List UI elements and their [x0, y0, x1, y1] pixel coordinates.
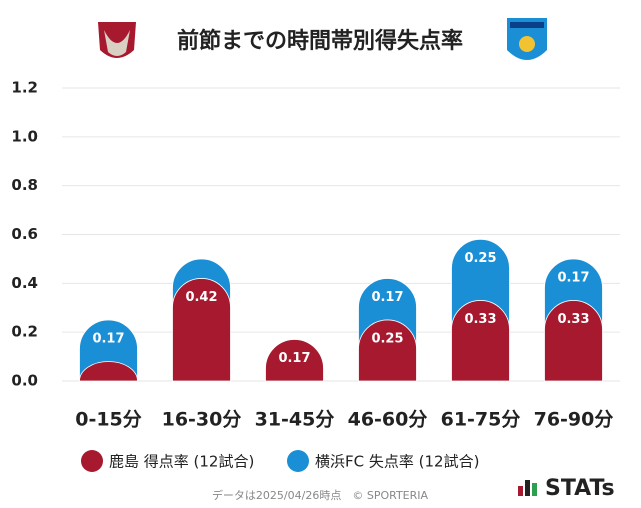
bar-segment [358, 319, 417, 382]
y-tick-label: 0.6 [11, 225, 38, 243]
value-label: 0.25 [464, 251, 496, 266]
chart-title: 前節までの時間帯別得失点率 [177, 28, 463, 54]
value-label: 0.17 [92, 331, 124, 346]
y-tick-label: 0.2 [11, 323, 38, 341]
y-tick-label: 1.2 [11, 79, 38, 97]
value-labels: 0.17 0.42 0.17 0.25 0.17 0.33 0.25 0.33 0.17 [92, 251, 589, 366]
bar-segment [79, 361, 138, 382]
y-tick-label: 1.0 [11, 127, 38, 145]
x-tick-label: 46-60分 [348, 409, 428, 431]
bars [79, 239, 603, 382]
value-label: 0.17 [371, 290, 403, 305]
brand: STATs [545, 476, 615, 501]
x-tick-label: 16-30分 [162, 409, 242, 431]
home-emblem [98, 22, 136, 58]
bar-segment [451, 300, 510, 382]
footer-note: データは2025/04/26時点 © SPORTERIA [212, 488, 429, 502]
y-tick-label: 0.0 [11, 372, 38, 390]
value-label: 0.25 [371, 331, 403, 346]
bar-segment [544, 300, 603, 382]
value-label: 0.33 [464, 312, 496, 327]
bar-segment [172, 278, 231, 382]
value-label: 0.17 [557, 270, 589, 285]
x-tick-label: 0-15分 [75, 409, 142, 431]
y-tick-label: 0.4 [11, 274, 38, 292]
value-label: 0.17 [278, 351, 310, 366]
x-tick-label: 31-45分 [255, 409, 335, 431]
away-emblem [507, 18, 547, 60]
legend-swatch [287, 450, 309, 472]
x-tick-label: 76-90分 [534, 409, 614, 431]
legend-label: 横浜FC 失点率 (12試合) [315, 453, 479, 471]
x-tick-label: 61-75分 [441, 409, 521, 431]
legend-swatch [81, 450, 103, 472]
value-label: 0.42 [185, 290, 217, 305]
y-tick-label: 0.8 [11, 176, 38, 194]
legend-label: 鹿島 得点率 (12試合) [109, 453, 254, 471]
value-label: 0.33 [557, 312, 589, 327]
bar-segment [265, 339, 324, 382]
brand-logo [518, 480, 537, 496]
